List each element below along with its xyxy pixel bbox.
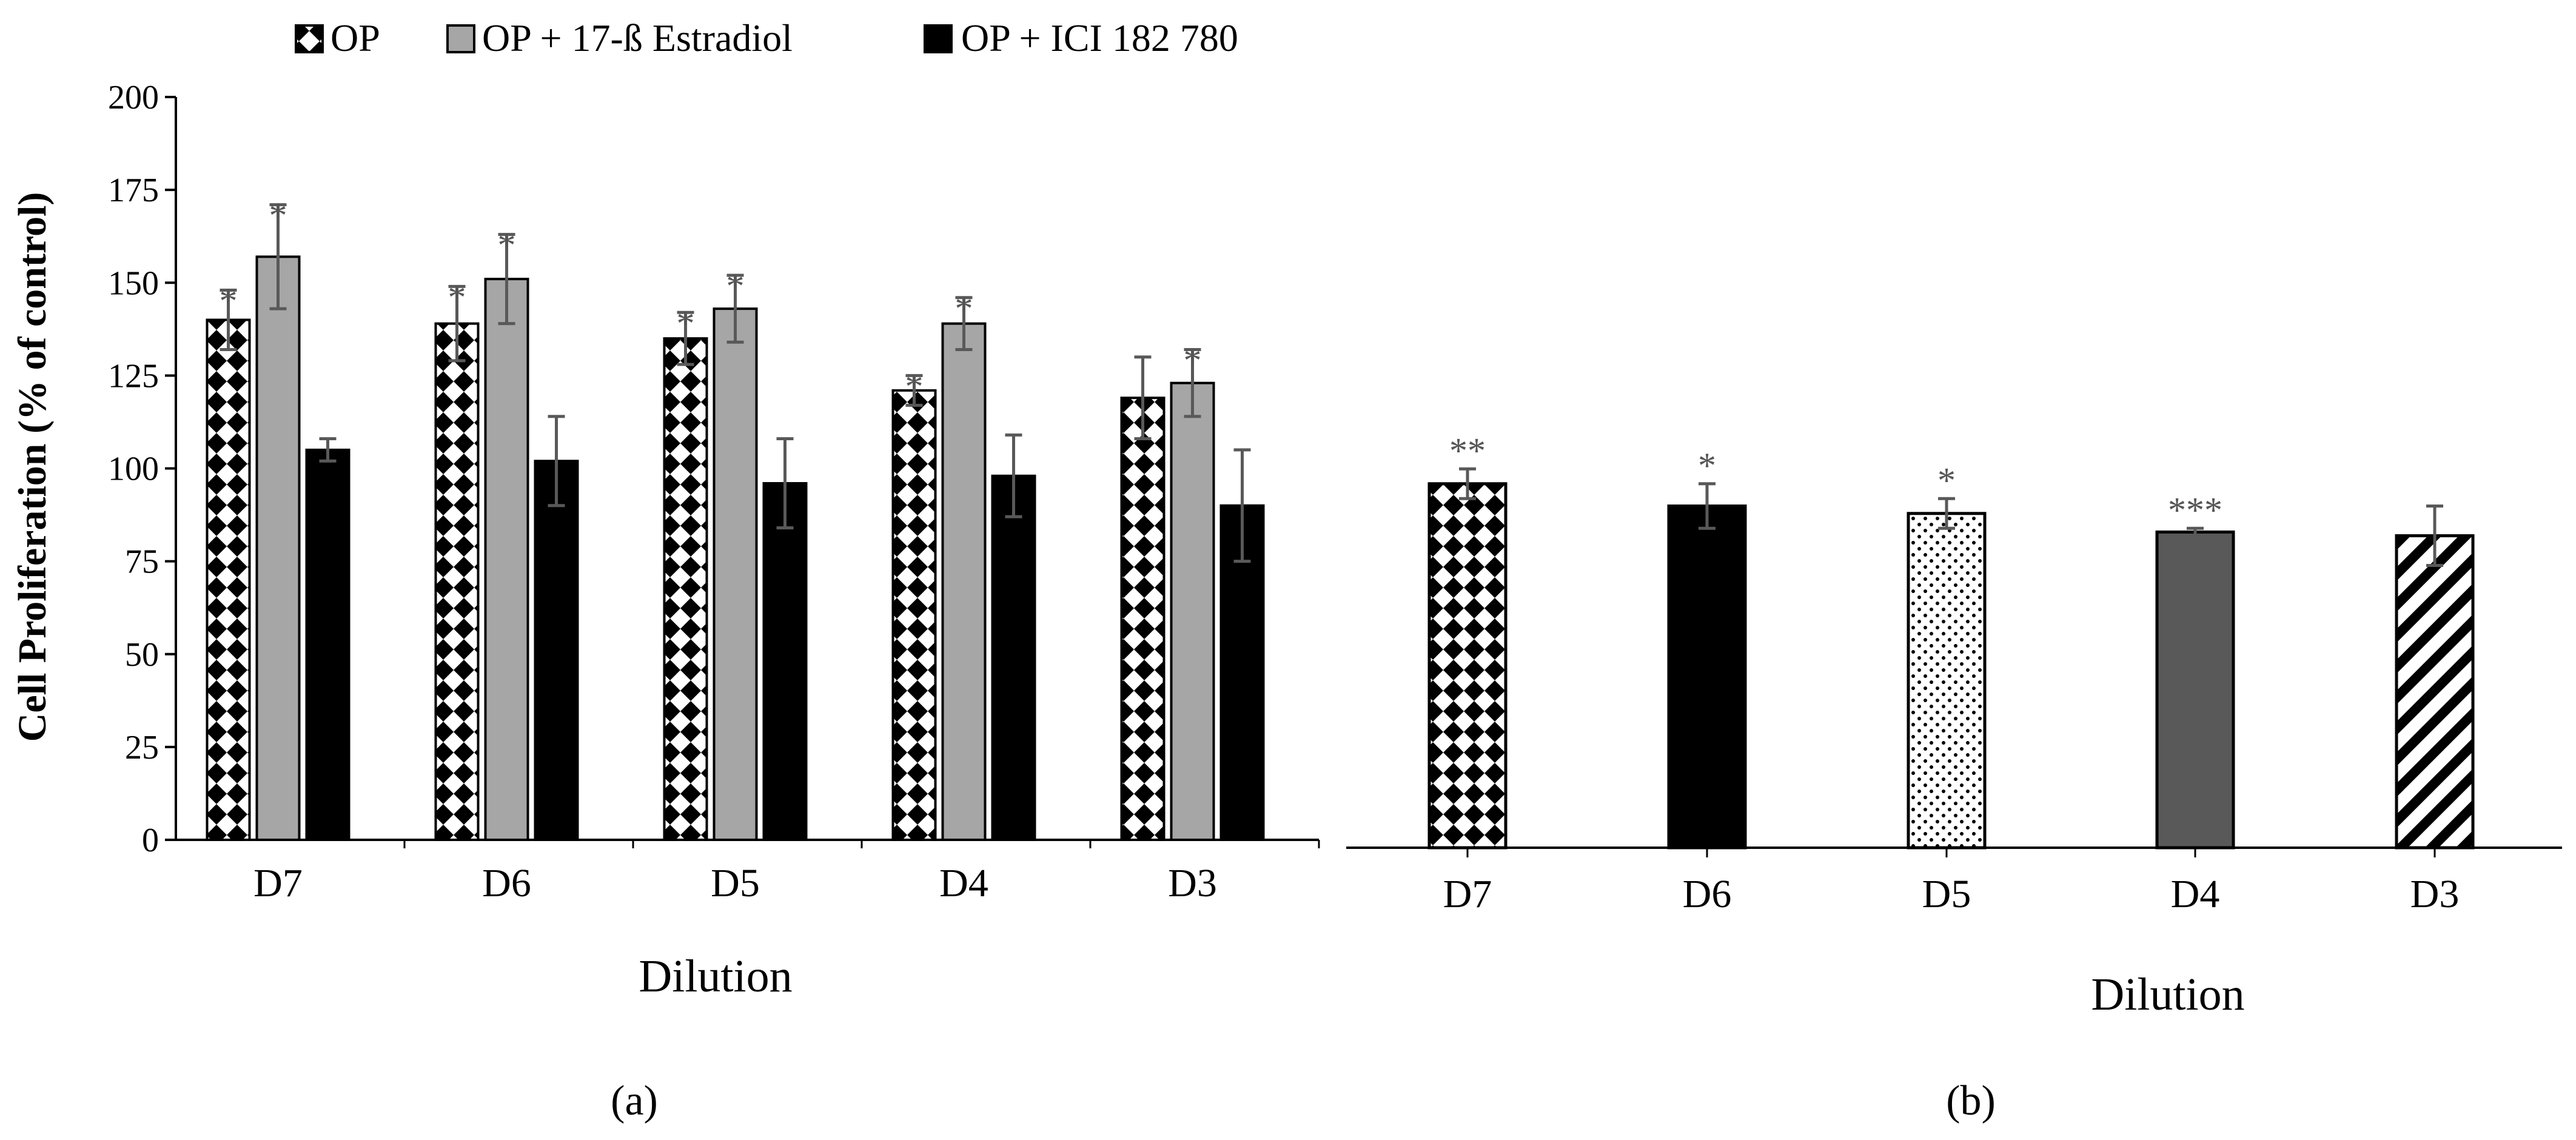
panel-a-bar-D3-s1 (1170, 381, 1215, 841)
panel-a-bar-D5-s0 (663, 337, 708, 841)
panel-b-x-axis-title: Dilution (2091, 969, 2244, 1020)
panel-b-error-D5 (1938, 497, 1955, 530)
legend: OP OP + 17-ß Estradiol OP + ICI 182 780 (295, 16, 1238, 59)
panel-b-bar-D6 (1667, 505, 1747, 850)
panel-b-bar-D3 (2395, 534, 2475, 850)
panel-a-error-D7-s0 (220, 289, 237, 351)
panel-a-label: (a) (611, 1078, 658, 1124)
panel-a-sig-D7-s1: * (269, 196, 287, 236)
panel-a-y-axis-title: Cell Proliferation (% of control) (10, 192, 55, 742)
panel-a-error-D5-s0 (677, 310, 694, 366)
panel-a-x-axis-title: Dilution (639, 951, 792, 1002)
panel-b-bars: ** * **** (1427, 431, 2475, 857)
panel-b-error-D6 (1699, 482, 1716, 530)
panel-a-y-tick-label-7: 175 (108, 172, 159, 209)
panel-b-error-D7 (1459, 467, 1476, 500)
panel-a-sig-D7-s0: * (220, 281, 238, 321)
panel-a-error-D3-s1 (1184, 348, 1201, 418)
panel-a-sig-D4-s0: * (905, 366, 924, 406)
legend-label-ici: OP + ICI 182 780 (961, 16, 1238, 59)
panel-b-sig-D6: * (1698, 446, 1716, 486)
panel-b-error-D4 (2187, 526, 2204, 537)
panel-a-y-tick-label-0: 0 (142, 822, 159, 859)
panel-a-x-tick-label-3: D4 (939, 861, 988, 905)
panel-a-sig-D6-s0: * (448, 277, 466, 317)
panel-a-y-tick-label-1: 25 (125, 729, 159, 766)
panel-a-bar-D6-s0 (434, 322, 480, 841)
panel-a-sig-D5-s0: * (677, 303, 695, 343)
legend-label-estradiol: OP + 17-ß Estradiol (482, 16, 793, 59)
panel-a-error-D4-s2 (1005, 433, 1022, 518)
legend-item-op: OP (295, 16, 380, 59)
panel-a-sig-D6-s1: * (498, 226, 516, 266)
panel-a-bar-D6-s1 (484, 278, 529, 841)
panel-a-bar-D7-s1 (255, 255, 301, 841)
chart-panel-b: ** * **** D7 D6 D5 D4 D3 Dilution (b) (1346, 431, 2562, 1124)
panel-b-bar-D5 (1907, 512, 1987, 850)
panel-a-bars: * * * * * * * * * (206, 196, 1320, 848)
panel-a-error-D4-s0 (905, 374, 923, 407)
panel-a-sig-D3-s1: * (1184, 341, 1202, 381)
panel-b-sig-D4: *** (2168, 490, 2222, 530)
legend-label-op: OP (330, 16, 380, 59)
panel-b-bar-D7 (1427, 482, 1508, 850)
panel-b-sig-D7: ** (1449, 431, 1486, 471)
legend-item-estradiol: OP + 17-ß Estradiol (446, 16, 793, 59)
panel-a-y-tick-label-2: 50 (125, 636, 159, 674)
panel-a-bar-D6-s2 (534, 460, 579, 841)
panel-a-error-D3-s2 (1233, 448, 1251, 563)
panel-a-y-tick-label-3: 75 (125, 543, 159, 581)
panel-b-x-tick-label-2: D5 (1922, 872, 1971, 916)
panel-a-bar-D7-s0 (206, 318, 251, 841)
panel-a-y-tick-label-8: 200 (108, 79, 159, 116)
panel-b-x-tick-label-1: D6 (1683, 872, 1732, 916)
legend-swatch-ici (924, 24, 953, 53)
panel-a-error-D6-s0 (448, 284, 466, 363)
legend-swatch-estradiol (446, 24, 475, 53)
panel-b-x-tick-label-0: D7 (1443, 872, 1492, 916)
panel-a-error-D5-s2 (776, 437, 794, 529)
panel-a-x-tick-labels: D7 D6 D5 D4 D3 (253, 861, 1217, 905)
panel-a-y-ticks: 0 25 50 75 100 125 150 175 200 (108, 79, 176, 859)
panel-a-error-D5-s1 (726, 273, 744, 344)
panel-b-sig-D5: * (1937, 460, 1956, 500)
panel-a-y-tick-label-4: 100 (108, 451, 159, 488)
panel-a-y-tick-label-6: 150 (108, 264, 159, 302)
panel-b-error-D3 (2426, 505, 2443, 567)
panel-a-bar-D7-s2 (305, 448, 351, 841)
panel-a-bar-D4-s1 (941, 322, 987, 841)
panel-a-bar-D3-s0 (1120, 397, 1166, 841)
panel-a-error-D7-s1 (269, 203, 287, 310)
panel-a-error-D6-s2 (548, 415, 565, 508)
panel-a-error-D6-s1 (498, 233, 515, 326)
panel-b-x-tick-labels: D7 D6 D5 D4 D3 (1443, 872, 2460, 916)
panel-a-y-tick-label-5: 125 (108, 357, 159, 395)
panel-b-bar-D4 (2155, 530, 2235, 850)
panel-a-error-D3-s0 (1134, 355, 1152, 440)
panel-b-label: (b) (1946, 1078, 1996, 1124)
panel-a-bar-D5-s2 (762, 482, 808, 841)
panel-b-x-tick-label-3: D4 (2171, 872, 2220, 916)
panel-a-x-tick-label-1: D6 (482, 861, 531, 905)
panel-a-x-tick-label-4: D3 (1168, 861, 1217, 905)
legend-swatch-op (295, 24, 324, 53)
panel-a-x-tick-label-2: D5 (711, 861, 760, 905)
panel-a-bar-D4-s0 (891, 389, 937, 841)
panel-a-error-D7-s2 (319, 437, 337, 463)
panel-a-x-tick-label-0: D7 (253, 861, 303, 905)
panel-a-sig-D5-s1: * (726, 266, 745, 306)
panel-a-bar-D4-s2 (991, 474, 1036, 841)
panel-a-sig-D4-s1: * (955, 289, 973, 329)
panel-a-error-D4-s1 (955, 296, 973, 351)
panel-a-bar-D5-s1 (713, 307, 758, 841)
panel-b-x-tick-label-4: D3 (2410, 872, 2460, 916)
legend-item-ici: OP + ICI 182 780 (924, 16, 1238, 59)
